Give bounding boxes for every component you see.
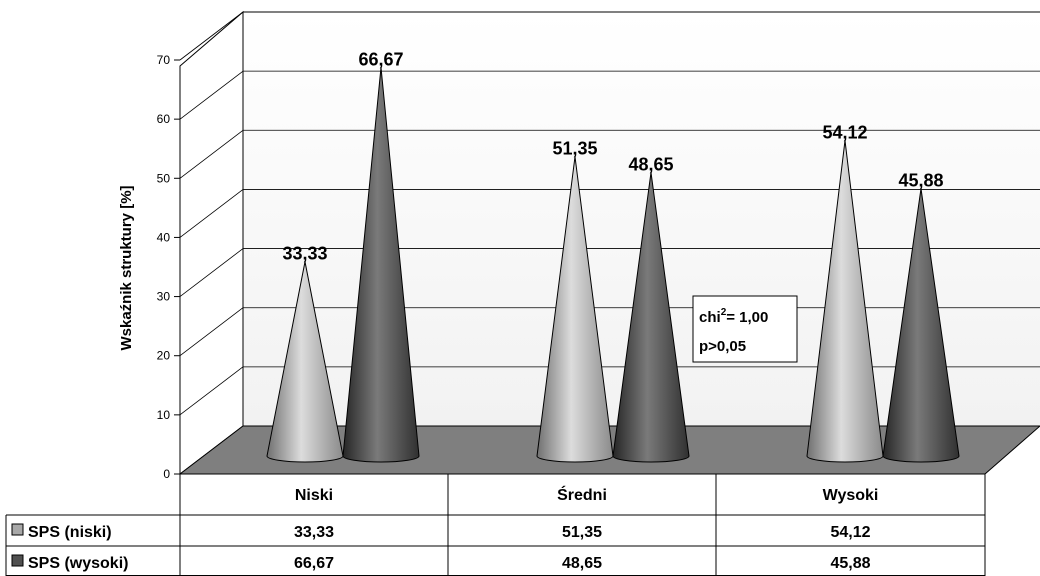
y-axis-title: Wskaźnik struktury [%] — [118, 185, 135, 350]
cone-body — [342, 67, 420, 463]
annotation-box — [692, 295, 798, 363]
cone-niski-1 — [536, 156, 614, 463]
data-label: 48,65 — [628, 154, 673, 174]
y-tick-label: 0 — [163, 467, 170, 481]
annotation-line2: p>0,05 — [699, 338, 746, 355]
y-tick-label: 50 — [157, 171, 171, 185]
cone-wysoki-1 — [612, 172, 690, 463]
category-label: Wysoki — [823, 487, 879, 504]
cone-body — [536, 156, 614, 463]
legend-swatch — [11, 523, 24, 536]
table-cell: 45,88 — [830, 555, 870, 572]
y-tick-label: 70 — [157, 53, 171, 67]
table-cell: 54,12 — [830, 524, 870, 541]
cone-wysoki-0 — [342, 67, 420, 463]
chi-square-annotation: chi2= 1,00 p>0,05 — [692, 295, 798, 363]
gridline-side — [179, 366, 244, 416]
annotation-line1: chi2= 1,00 — [699, 307, 768, 326]
cone-body — [882, 188, 960, 463]
category-label: Niski — [295, 487, 333, 504]
legend-label: SPS (wysoki) — [28, 555, 128, 572]
gridline-side — [179, 307, 244, 357]
table-cell: 51,35 — [562, 524, 602, 541]
data-label: 66,67 — [358, 49, 403, 69]
data-table: Niski Średni Wysoki SPS (niski) 33,33 51,35 54… — [5, 473, 986, 576]
table-cell: 48,65 — [562, 555, 602, 572]
data-label: 33,33 — [282, 244, 327, 264]
y-tick-label: 10 — [157, 408, 171, 422]
category-label: Średni — [557, 485, 607, 504]
gridline-side — [179, 11, 244, 61]
cone-body — [806, 140, 884, 463]
cone-niski-0 — [266, 261, 344, 463]
y-tick-label: 20 — [157, 349, 171, 363]
table-cell: 66,67 — [294, 555, 334, 572]
y-axis: 0 10 20 30 40 50 60 70 — [157, 53, 181, 481]
legend-swatch — [11, 554, 24, 567]
y-tick-label: 40 — [157, 230, 171, 244]
data-label: 45,88 — [898, 171, 943, 191]
data-label: 51,35 — [552, 139, 597, 159]
gridline-side — [179, 189, 244, 238]
cone-wysoki-2 — [882, 188, 960, 463]
gridline-side — [179, 248, 244, 297]
side-wall — [179, 10, 244, 476]
cone-body — [266, 261, 344, 463]
cone-series — [266, 67, 960, 463]
gridline-side — [179, 129, 244, 179]
data-labels: 33,33 51,35 54,12 66,67 48,65 45,88 — [282, 49, 943, 263]
y-tick-label: 60 — [157, 112, 171, 126]
cone-body — [612, 172, 690, 463]
cone-niski-2 — [806, 140, 884, 463]
table-cell: 33,33 — [294, 524, 334, 541]
y-tick-label: 30 — [157, 290, 171, 304]
gridline-side — [179, 70, 244, 120]
data-label: 54,12 — [822, 123, 867, 143]
legend-label: SPS (niski) — [28, 524, 112, 541]
